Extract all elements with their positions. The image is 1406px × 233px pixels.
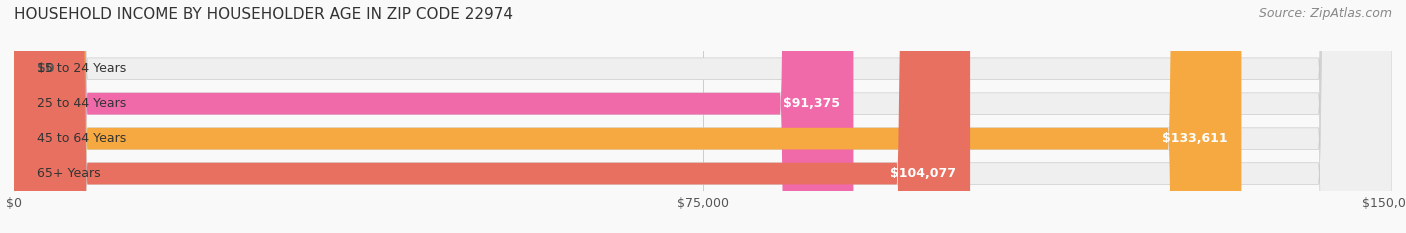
FancyBboxPatch shape — [14, 0, 1392, 233]
FancyBboxPatch shape — [14, 0, 1392, 233]
Text: 65+ Years: 65+ Years — [37, 167, 101, 180]
Text: $0: $0 — [37, 62, 55, 75]
Text: 15 to 24 Years: 15 to 24 Years — [37, 62, 127, 75]
Text: $104,077: $104,077 — [890, 167, 956, 180]
Text: 45 to 64 Years: 45 to 64 Years — [37, 132, 127, 145]
Text: HOUSEHOLD INCOME BY HOUSEHOLDER AGE IN ZIP CODE 22974: HOUSEHOLD INCOME BY HOUSEHOLDER AGE IN Z… — [14, 7, 513, 22]
Text: $91,375: $91,375 — [783, 97, 839, 110]
FancyBboxPatch shape — [14, 0, 1392, 233]
Text: Source: ZipAtlas.com: Source: ZipAtlas.com — [1258, 7, 1392, 20]
Text: $133,611: $133,611 — [1161, 132, 1227, 145]
FancyBboxPatch shape — [14, 0, 1241, 233]
Text: 25 to 44 Years: 25 to 44 Years — [37, 97, 127, 110]
FancyBboxPatch shape — [14, 0, 1392, 233]
FancyBboxPatch shape — [14, 0, 853, 233]
FancyBboxPatch shape — [14, 0, 970, 233]
